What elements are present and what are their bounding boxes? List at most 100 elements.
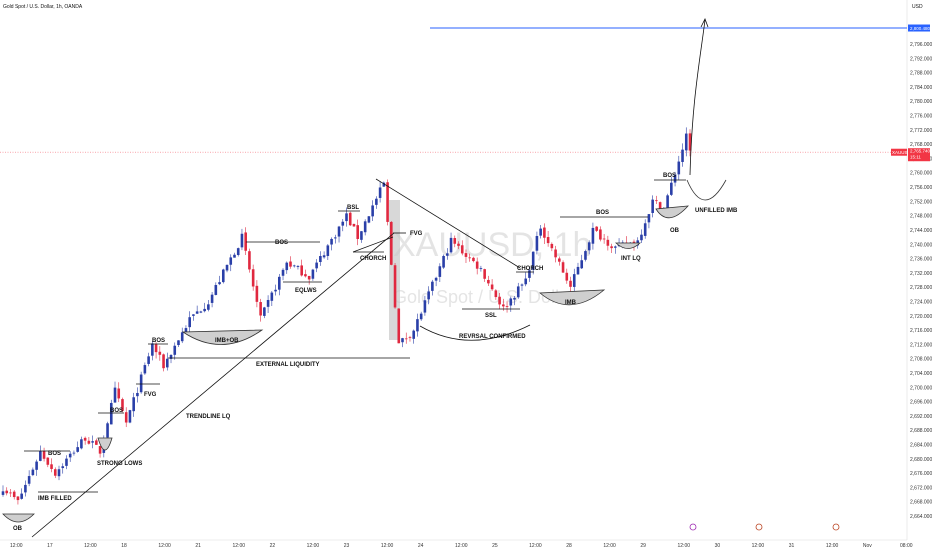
price-axis[interactable]: 2,796.000 2,792.000 2,788.000 2,784.000 2,78… (910, 42, 932, 520)
time-tick-label: 30 (715, 543, 721, 549)
candle-body (390, 221, 393, 265)
candle-body (35, 461, 38, 470)
candle-body (386, 182, 389, 222)
event-marker-2[interactable] (755, 523, 763, 531)
time-tick-label: 24 (418, 543, 424, 549)
candle-body (154, 344, 158, 353)
time-axis[interactable]: 12:00 17 12:00 18 12:00 21 12:00 22 12:00 23 12:00… (10, 543, 913, 549)
candle-body (446, 253, 449, 256)
price-tick-label: 2,672.000 (910, 485, 932, 491)
price-tick-label: 2,776.000 (910, 114, 932, 120)
candle-body (221, 269, 225, 283)
event-marker-1[interactable] (689, 523, 697, 531)
candle-body (162, 354, 165, 369)
candle-body (397, 308, 401, 344)
price-tick-label: 2,784.000 (910, 85, 932, 91)
candle-body (658, 202, 662, 211)
time-tick-label: 12:00 (826, 543, 839, 549)
candle-body (12, 491, 16, 498)
candle-body (599, 229, 602, 240)
price-tick-label: 2,708.000 (910, 357, 932, 363)
candle-body (296, 265, 300, 267)
candle-body (584, 251, 587, 260)
price-tick-label: 2,680.000 (910, 457, 932, 463)
time-tick-label: 25 (492, 543, 498, 549)
candle-body (113, 387, 117, 403)
time-tick-label: 18 (121, 543, 127, 549)
candle-body (535, 236, 539, 251)
label-reversal-confirmed: REVRSAL CONFIRMED (459, 334, 526, 340)
candle-body (109, 402, 113, 425)
candle-body (487, 279, 490, 284)
price-tick-label: 2,756.000 (910, 185, 932, 191)
candle-body (158, 351, 162, 355)
label-strong-lows: STRONG LOWS (97, 461, 142, 467)
candle-body (460, 245, 464, 254)
price-tick-label: 2,684.000 (910, 442, 932, 448)
price-tick-label: 2,688.000 (910, 428, 932, 434)
projection-arrow (689, 19, 706, 176)
time-tick-label: 23 (344, 543, 350, 549)
candle-body (356, 225, 360, 239)
candle-body (289, 261, 292, 267)
candle-body (408, 337, 412, 339)
candle-body (304, 274, 307, 277)
candle-body (438, 266, 442, 277)
candle-body (147, 356, 150, 364)
imb-zone (538, 289, 606, 306)
time-tick-label: 12:00 (455, 543, 468, 549)
price-tick-label: 2,768.000 (910, 142, 932, 148)
candle-body (195, 311, 199, 314)
symbol-tag-label: XAUUSD (892, 150, 912, 155)
label-eqlws: EQLWS (295, 288, 317, 294)
candle-body (333, 237, 337, 239)
candle-body (587, 242, 591, 251)
candle-body (80, 439, 83, 449)
time-tick-label: 12:00 (381, 543, 394, 549)
candle-body (442, 255, 445, 268)
candle-body (24, 484, 27, 493)
candle-body (640, 234, 643, 241)
trendline (31, 232, 395, 538)
candle-body (520, 284, 524, 286)
label-bsl: BSL (347, 205, 359, 211)
candle-body (61, 466, 65, 469)
ob-zone-bottom (2, 513, 35, 523)
candle-body (498, 296, 501, 305)
candle-body (655, 200, 658, 202)
candle-body (281, 269, 285, 276)
candle-body (643, 223, 647, 236)
candle-body (401, 338, 404, 343)
symbol-price-tag (891, 148, 907, 156)
price-tick-label: 2,664.000 (910, 514, 932, 520)
time-tick-label: 28 (566, 543, 572, 549)
price-tick-label: 2,788.000 (910, 71, 932, 77)
price-tick-label: 2,704.000 (910, 371, 932, 377)
candle-body (572, 274, 576, 287)
candle-body (591, 227, 595, 244)
candle-body (670, 182, 673, 195)
currency-label: USD (912, 4, 923, 10)
candle-body (199, 311, 203, 313)
candle-body (124, 412, 128, 423)
candle-body (143, 365, 147, 374)
time-tick-label: 12:00 (307, 543, 320, 549)
candle-body (558, 258, 561, 262)
label-fvg-1: FVG (144, 392, 157, 398)
label-bos-2: BOS (110, 408, 123, 414)
candle-body (505, 306, 509, 307)
candle-body (554, 249, 557, 258)
candle-body (464, 253, 468, 257)
event-marker-3[interactable] (832, 523, 840, 531)
candle-body (72, 452, 76, 454)
candle-body (363, 221, 367, 233)
candle-body (151, 343, 154, 356)
time-tick-label: 08:00 (900, 543, 913, 549)
candle-body (207, 304, 210, 310)
time-tick-label: 17 (47, 543, 53, 549)
candle-body (259, 302, 262, 316)
symbol-header: Gold Spot / U.S. Dollar, 1h, OANDA (3, 4, 83, 10)
time-tick-label: 29 (640, 543, 646, 549)
candle-body (348, 212, 352, 226)
